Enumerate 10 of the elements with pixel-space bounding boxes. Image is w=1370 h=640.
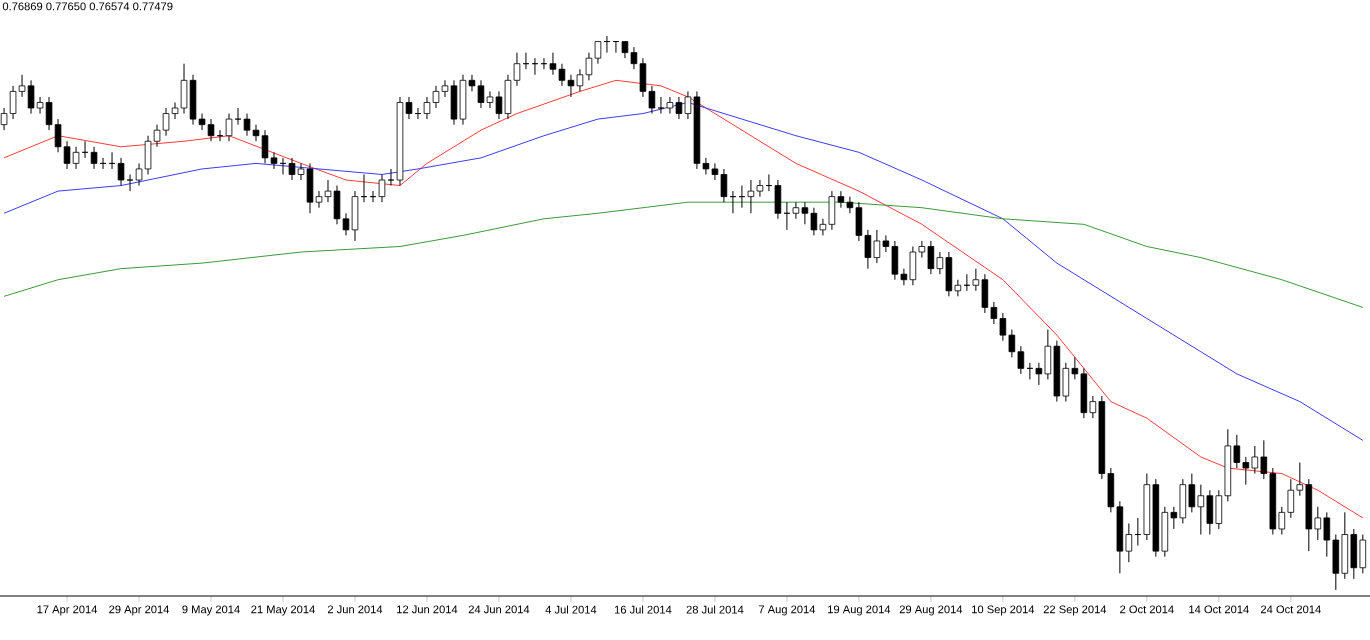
candlestick xyxy=(792,201,800,220)
candlestick xyxy=(549,52,557,76)
candlestick xyxy=(747,179,755,214)
candlestick xyxy=(117,157,125,187)
candlestick xyxy=(225,113,233,142)
candlestick xyxy=(378,173,386,203)
candlestick xyxy=(90,146,98,170)
candlestick xyxy=(774,179,782,220)
candlestick xyxy=(72,146,80,170)
candlestick xyxy=(666,96,674,115)
